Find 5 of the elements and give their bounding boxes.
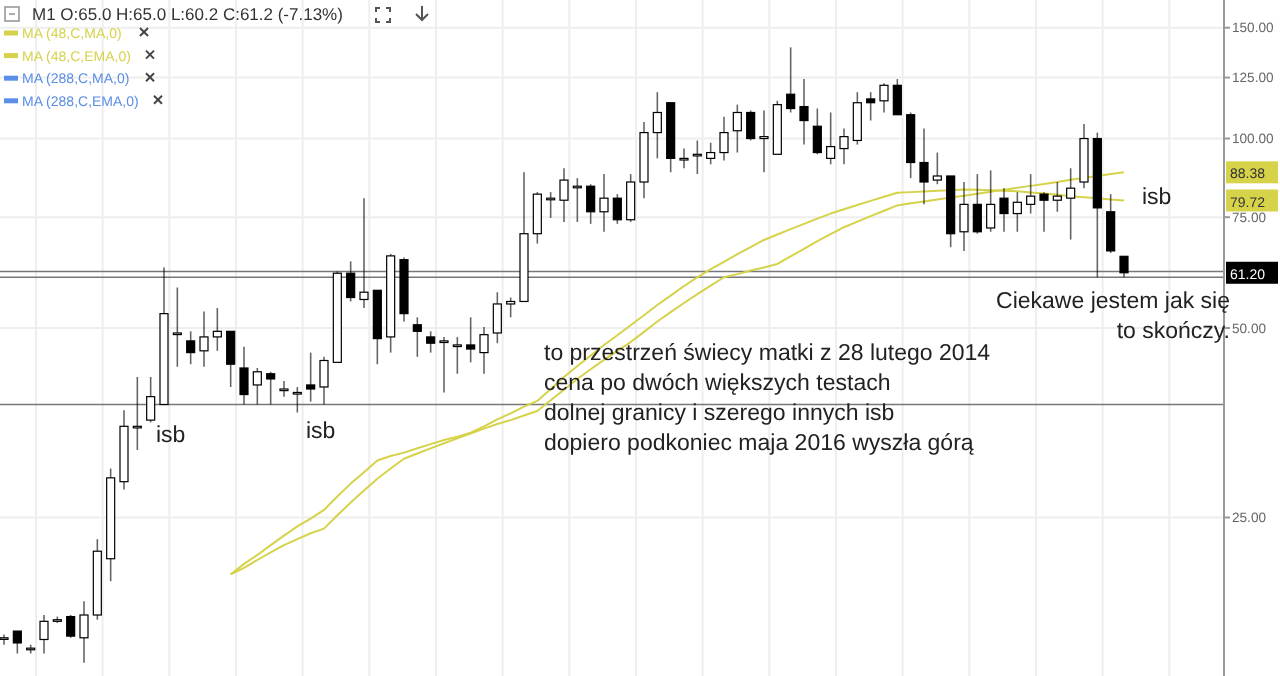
annotation: Ciekawe jestem jak się to skończy. <box>996 290 1230 344</box>
chart-title: M1 O:65.0 H:65.0 L:60.2 C:61.2 (-7.13%) <box>32 4 344 24</box>
annotation: isb <box>306 420 336 444</box>
text: isb <box>1142 186 1172 210</box>
annotation: isb <box>156 424 186 448</box>
